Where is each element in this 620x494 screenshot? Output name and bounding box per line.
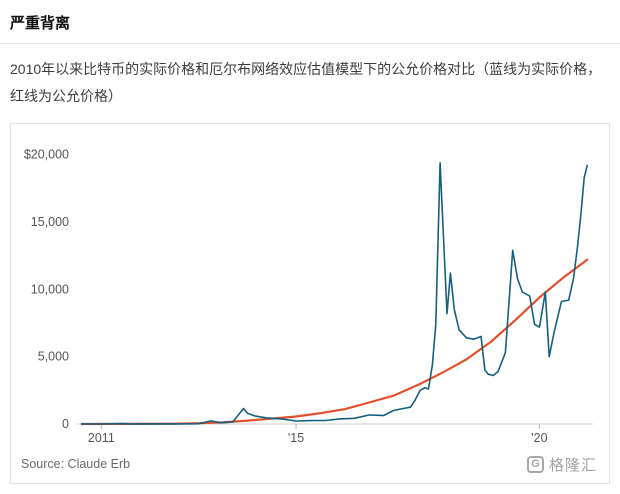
header: 严重背离 — [0, 0, 620, 44]
svg-text:'15: '15 — [288, 431, 304, 445]
bitcoin-price-line-chart: 2011 '15 '20 0 5,000 10,000 15,000 $20,000 — [24, 147, 593, 445]
chart-footer: Source: Claude Erb G 格隆汇 — [19, 452, 601, 479]
chart-card: 2011 '15 '20 0 5,000 10,000 15,000 $20,000 Sour… — [10, 122, 610, 484]
watermark-text: 格隆汇 — [548, 456, 597, 474]
gelonghui-watermark: G 格隆汇 — [526, 454, 597, 475]
svg-text:0: 0 — [62, 417, 69, 431]
page-title: 严重背离 — [10, 15, 71, 32]
svg-text:$20,000: $20,000 — [24, 147, 69, 161]
svg-text:10,000: 10,000 — [31, 282, 69, 296]
svg-text:5,000: 5,000 — [38, 349, 69, 363]
chart-source: Source: Claude Erb — [21, 457, 131, 472]
svg-text:2011: 2011 — [88, 431, 115, 445]
svg-text:15,000: 15,000 — [31, 215, 69, 229]
gelonghui-logo-icon: G — [526, 455, 544, 473]
svg-text:'20: '20 — [531, 431, 547, 445]
chart-description: 2010年以来比特币的实际价格和厄尔布网络效应估值模型下的公允价格对比（蓝线为实… — [10, 61, 602, 105]
